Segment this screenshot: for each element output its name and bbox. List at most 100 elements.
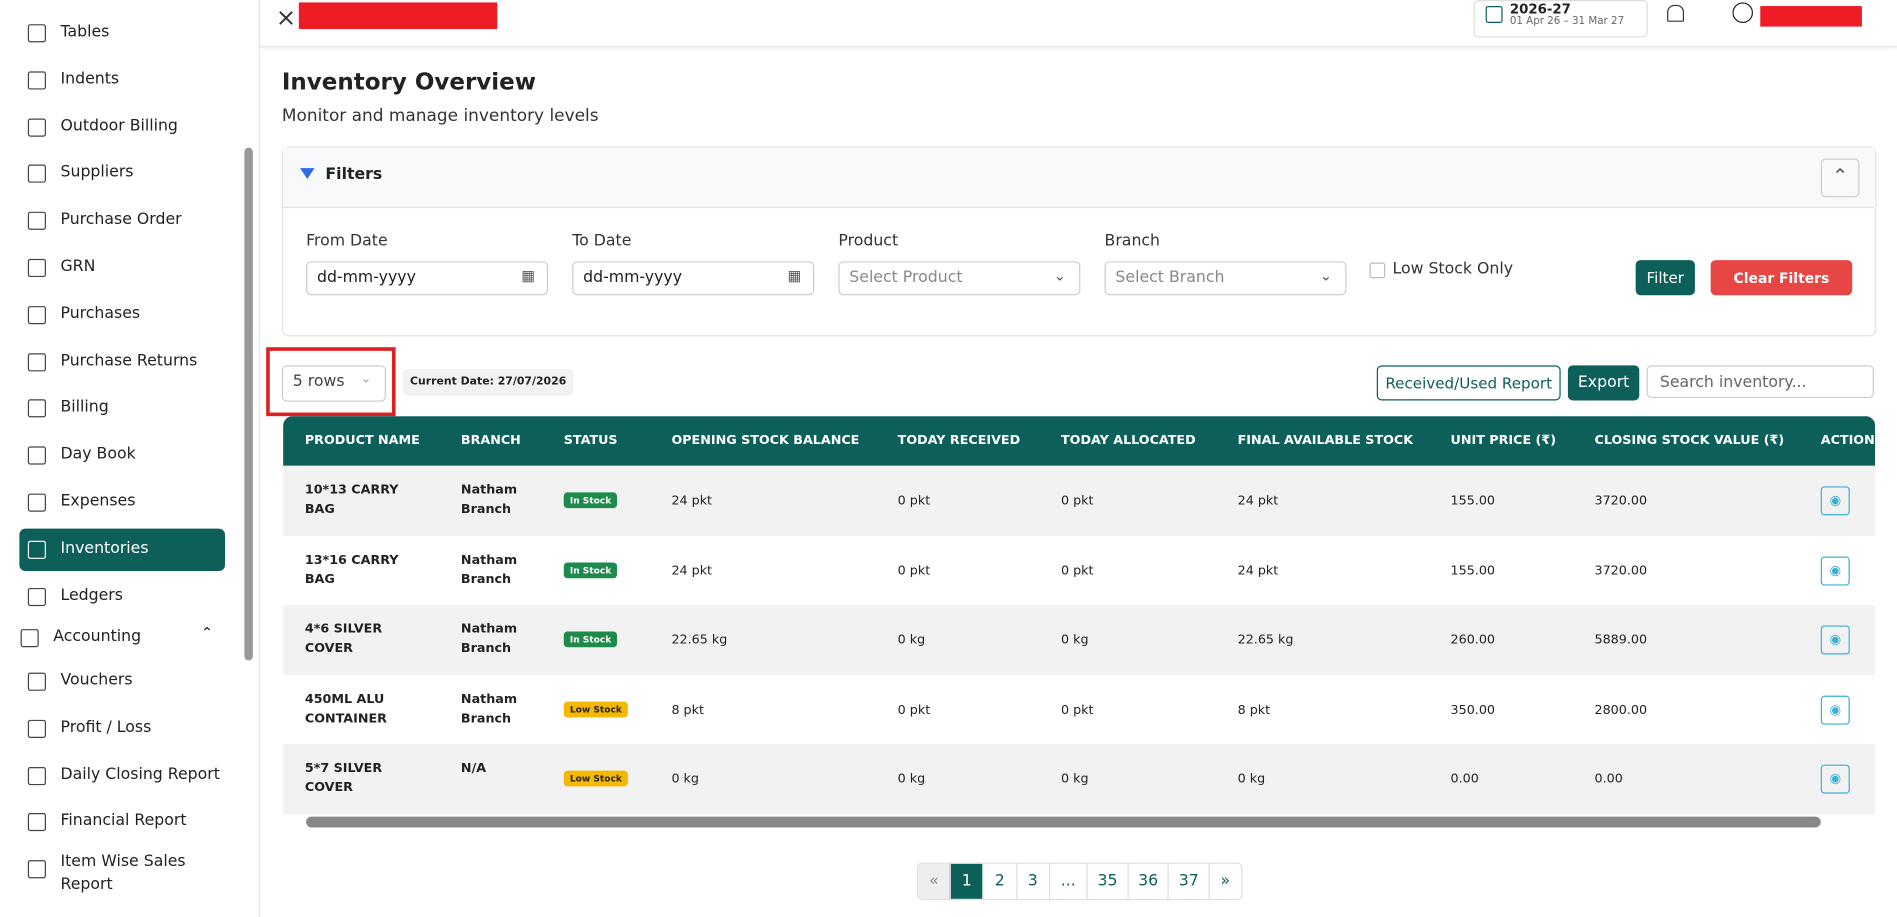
cell: 0.00 — [1594, 771, 1623, 787]
checkbox[interactable] — [1369, 262, 1386, 279]
field-label: Product — [838, 232, 899, 251]
table-row — [283, 465, 1876, 536]
table-row — [283, 604, 1876, 675]
cell: 155.00 — [1450, 493, 1496, 509]
cell: N/A — [460, 760, 487, 776]
nav-icon — [27, 165, 46, 184]
nav-item[interactable]: Vouchers — [60, 671, 133, 690]
field-label: To Date — [572, 232, 632, 251]
nav-icon — [27, 719, 46, 738]
cell: 22.65 kg — [671, 632, 728, 648]
redacted — [298, 2, 498, 30]
view-button[interactable]: ◉ — [1820, 695, 1850, 725]
cell: 3720.00 — [1594, 493, 1648, 509]
report-button[interactable]: Received/Used Report — [1376, 365, 1561, 401]
cell: 0 kg — [1237, 771, 1266, 787]
cell: 0 pkt — [897, 493, 931, 509]
table: PRODUCT NAME BRANCH STATUS OPENING STOCK BA… — [283, 416, 1876, 835]
cell: 260.00 — [1450, 632, 1496, 648]
page-link[interactable]: 35 — [1086, 863, 1128, 899]
page-link[interactable]: 2 — [982, 863, 1016, 899]
field-icon: ▦ — [521, 267, 536, 285]
field-input[interactable] — [1104, 261, 1347, 296]
view-button[interactable]: ◉ — [1820, 555, 1850, 585]
nav-item[interactable]: Profit / Loss — [60, 718, 152, 737]
page-link[interactable]: 3 — [1015, 863, 1049, 899]
table-row — [283, 744, 1876, 814]
page-link[interactable]: 36 — [1127, 863, 1168, 899]
nav-item[interactable]: Outdoor Billing — [60, 116, 178, 136]
nav-item[interactable]: Daily Closing Report — [60, 765, 220, 784]
cell: 0 pkt — [1060, 563, 1094, 578]
rows-value: 5 rows — [292, 372, 345, 391]
nav-item[interactable]: Purchase Order — [60, 210, 182, 229]
nav-icon — [27, 399, 46, 418]
column-header: CLOSING STOCK VALUE (₹) — [1594, 433, 1785, 448]
page-link[interactable]: 37 — [1167, 863, 1209, 899]
nav-item[interactable]: Ledgers — [60, 586, 123, 605]
nav-item[interactable]: Day Book — [60, 445, 136, 464]
cell: 0 kg — [897, 632, 926, 648]
nav-item[interactable]: Inventories — [60, 539, 149, 558]
nav-item[interactable]: Suppliers — [60, 163, 134, 182]
low-stock-label: Low Stock Only — [1392, 260, 1514, 279]
column-header: TODAY RECEIVED — [897, 433, 1021, 448]
year-selector[interactable] — [1473, 0, 1648, 38]
collapse-button[interactable]: ⌃ — [1820, 158, 1860, 198]
page-title: Inventory Overview — [281, 68, 536, 96]
page-link[interactable]: 1 — [949, 863, 983, 899]
nav-item[interactable]: Expenses — [60, 492, 136, 511]
page-link[interactable]: « — [918, 863, 950, 899]
nav-item[interactable]: Billing — [60, 398, 109, 417]
cell: 2800.00 — [1594, 702, 1648, 717]
cell: 0 pkt — [1060, 493, 1094, 509]
nav-item[interactable]: Indents — [60, 69, 120, 89]
cell: 13*16 CARRY BAG — [304, 552, 399, 587]
calendar-icon — [1485, 6, 1503, 23]
field-input[interactable] — [838, 261, 1081, 296]
page-link[interactable]: ... — [1048, 863, 1087, 899]
search-input[interactable]: Search inventory... — [1646, 365, 1874, 399]
cell: Natham Branch — [460, 482, 518, 517]
cell: 0 pkt — [897, 702, 931, 717]
clear-filters-button[interactable]: Clear Filters — [1710, 260, 1853, 296]
field-placeholder: dd-mm-yyyy — [583, 268, 683, 287]
pagination: «1 2 3... 35 36 37» — [917, 862, 1243, 901]
nav-item[interactable]: Tables — [60, 22, 110, 42]
export-button[interactable]: Export — [1567, 365, 1640, 401]
nav-item[interactable]: Item Wise Sales Report — [60, 853, 186, 895]
nav-icon — [27, 258, 46, 278]
nav-item[interactable]: Purchase Returns — [60, 351, 198, 370]
nav-icon — [27, 766, 46, 785]
nav-icon — [27, 860, 46, 879]
view-button[interactable]: ◉ — [1820, 625, 1850, 655]
cell: 0 kg — [671, 771, 699, 787]
filter-button[interactable]: Filter — [1635, 260, 1695, 296]
field-placeholder: Select Product — [849, 268, 963, 287]
field-icon: ⌄ — [1319, 267, 1333, 285]
user-icon[interactable] — [1732, 2, 1754, 23]
close-icon[interactable]: × — [275, 2, 297, 32]
nav-item[interactable]: Purchases — [60, 304, 141, 323]
nav-icon — [27, 118, 46, 137]
bell-icon[interactable] — [1667, 4, 1685, 22]
nav-section[interactable]: Accounting — [53, 627, 142, 647]
view-button[interactable]: ◉ — [1820, 486, 1850, 516]
cell: 24 pkt — [1237, 563, 1279, 578]
nav-icon — [27, 587, 46, 606]
rows-select[interactable] — [281, 365, 386, 402]
nav-item[interactable]: Financial Report — [60, 812, 187, 831]
page-link[interactable]: » — [1208, 863, 1242, 899]
cell: 350.00 — [1450, 702, 1496, 717]
nav-item[interactable]: GRN — [60, 257, 96, 276]
field-input[interactable] — [306, 261, 549, 296]
column-header: ACTION — [1820, 433, 1875, 448]
page-subtitle: Monitor and manage inventory levels — [281, 106, 599, 126]
cell: 0 pkt — [1060, 702, 1094, 717]
cell: Natham Branch — [460, 691, 518, 726]
cell: 10*13 CARRY BAG — [304, 482, 399, 517]
filters-header — [283, 147, 1874, 209]
scrollbar — [244, 147, 253, 661]
view-button[interactable]: ◉ — [1820, 764, 1850, 794]
field-input[interactable] — [572, 261, 815, 296]
